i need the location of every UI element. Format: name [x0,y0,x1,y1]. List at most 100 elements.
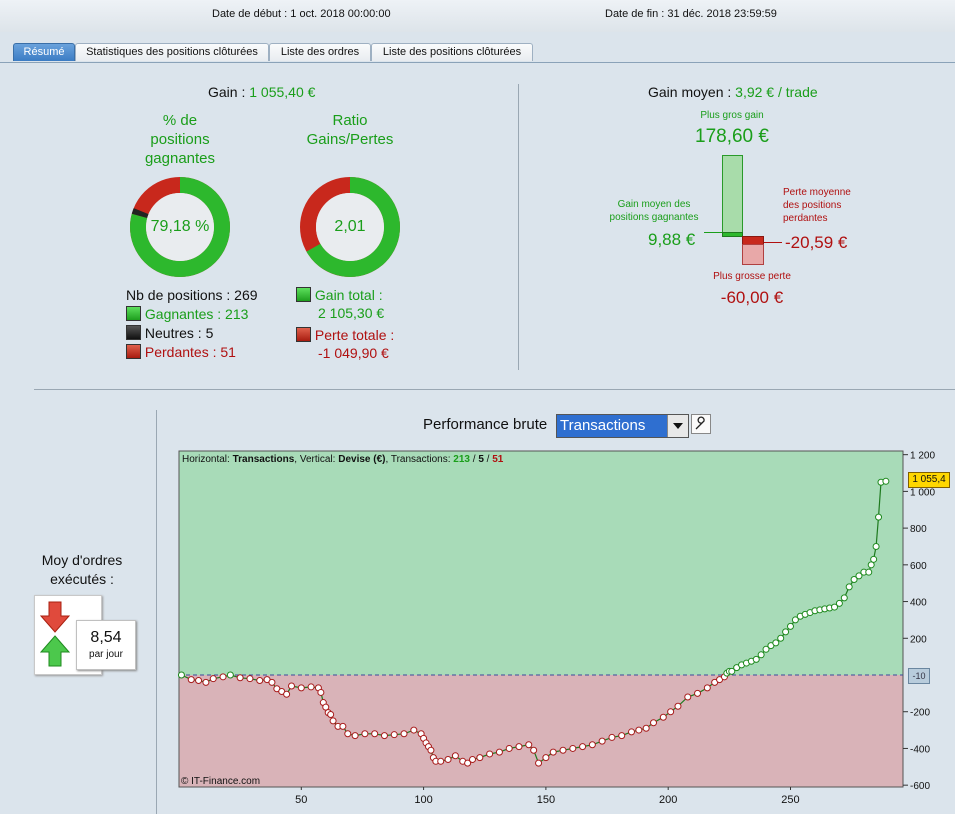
trade-point [786,622,794,630]
trade-point [476,754,484,762]
trade-point [283,690,291,698]
chart-divider [156,410,157,814]
y-tick-label: 400 [910,598,927,609]
trade-point [322,703,330,711]
trade-point [867,561,875,569]
trade-point [307,683,315,691]
trade-point [674,702,682,710]
trade-point [495,748,503,756]
trade-point [390,731,398,739]
green-swatch [126,306,141,321]
donut-center [146,193,214,261]
gain-label: Gain : [208,84,246,100]
performance-chart: -600 -400 -200 200 400 600 800 1 000 1 200 [177,450,955,792]
trade-point [236,674,244,682]
transactions-select[interactable]: Transactions [556,414,689,438]
black-swatch [126,325,141,340]
info-v-value: Devise (€) [338,454,386,465]
trade-point [535,759,543,767]
chart-negative-zone [179,675,903,787]
orders-arrows-icon [39,601,71,667]
gain-moyen: Gain moyen : 3,92 € / trade [648,84,818,100]
end-date: Date de fin : 31 déc. 2018 23:59:59 [605,8,777,20]
tab-resume[interactable]: Résumé [13,43,75,61]
trade-point [850,576,858,584]
trade-point [339,722,347,730]
pct-winning-title: % de positions gagnantes [144,112,216,167]
nb-positions: Nb de positions : 269 [126,287,258,303]
trade-point [831,603,839,611]
tab-liste-ordres[interactable]: Liste des ordres [269,43,371,61]
red-swatch [296,327,311,342]
horizontal-divider [34,389,955,390]
trade-point [757,651,765,659]
info-t-label: Transactions: [390,454,451,465]
trade-point [635,726,643,734]
trade-point [530,746,538,754]
tab-stats-positions[interactable]: Statistiques des positions clôturées [75,43,269,61]
gain-moyen-gagnantes-label: Gain moyen des positions gagnantes [609,199,699,223]
trade-point [598,737,606,745]
trade-point [351,732,359,740]
trade-point [187,676,195,684]
trade-point [177,671,185,679]
chevron-down-icon[interactable] [667,415,688,437]
perte-totale-label: Perte totale : [314,327,395,343]
trade-point [728,667,736,675]
y-tick-label: 200 [910,634,927,645]
y-tick-label: -400 [910,744,930,755]
y-tick-label: 1 200 [910,451,935,462]
info-t-neutral: 5 [478,454,484,465]
chart-info: Horizontal: Transactions, Vertical: Devi… [182,454,504,465]
orders-unit: par jour [89,649,123,660]
avg-gain-bar [722,232,743,237]
trade-point [762,645,770,653]
trade-point [288,682,296,690]
plus-gros-gain-label: Plus gros gain [700,110,764,121]
y-tick-label: -200 [910,708,930,719]
x-tick-label: 200 [659,794,678,806]
gain-bar [722,155,743,234]
perdantes-text: Perdantes : 51 [144,344,236,360]
trade-point [650,719,658,727]
gain-moyen-label: Gain moyen : [648,84,732,100]
ratio-title: Ratio Gains/Pertes [306,112,394,148]
trade-point [246,675,254,683]
trade-point [427,746,435,754]
tab-liste-positions[interactable]: Liste des positions clôturées [371,43,533,61]
trade-point [559,746,567,754]
trade-point [515,743,523,751]
chart-positive-zone [179,451,903,675]
gain-moyen-value: 3,92 € / trade [735,84,818,100]
trade-point [268,678,276,686]
trade-point [380,732,388,740]
trade-point [329,717,337,725]
trade-point [777,634,785,642]
y-tick-label: 1 000 [910,487,935,498]
trade-point [344,730,352,738]
trade-point [437,757,445,765]
trade-point [569,744,577,752]
trade-point [361,730,369,738]
trade-point [642,724,650,732]
trade-point [486,750,494,758]
select-value: Transactions [560,417,646,434]
orders-value: 8,54 [90,629,122,646]
chart-copyright: © IT-Finance.com [181,776,261,787]
trade-point [202,678,210,686]
trade-point [469,755,477,763]
trade-point [505,744,513,752]
positions-legend: Nb de positions : 269 Gagnantes : 213 Ne… [126,286,258,362]
perte-moyenne-label: Perte moyenne des positions perdantes [783,187,851,224]
trade-point [752,655,760,663]
trade-point [855,572,863,580]
trade-point [865,568,873,576]
x-tick-label: 150 [536,794,556,806]
trade-point [410,726,418,734]
wrench-icon[interactable] [691,414,711,434]
info-h-value: Transactions [232,454,295,465]
arrow-gain-line [704,232,722,233]
trade-point [694,689,702,697]
trade-point [525,741,533,749]
tab-bar: Résumé Statistiques des positions clôtur… [0,32,955,63]
